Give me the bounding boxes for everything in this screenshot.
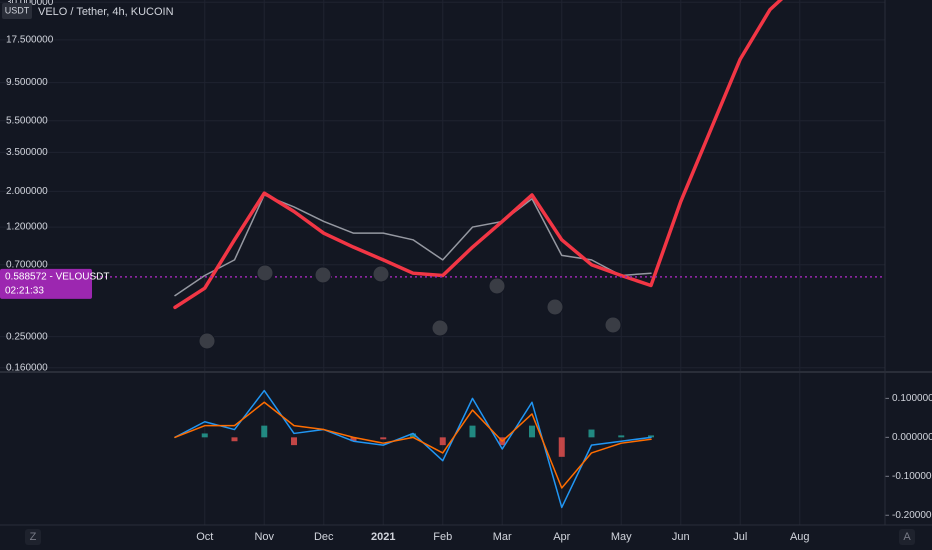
marker: [604, 316, 622, 334]
y-tick-label: 9.500000: [6, 77, 48, 88]
histogram-bar: [291, 437, 297, 446]
timezone-button-label[interactable]: Z: [30, 531, 37, 543]
x-tick-label: Feb: [433, 531, 452, 543]
x-tick-label: Oct: [196, 531, 213, 543]
series-line: [173, 0, 784, 310]
y-tick-label: 5.500000: [6, 115, 48, 126]
x-tick-label: Aug: [790, 531, 810, 543]
markers: [198, 264, 622, 350]
y-tick-label: 0.250000: [6, 331, 48, 342]
auto-scale-button[interactable]: [899, 529, 915, 545]
price-label: 0.588572 - VELOUSDT: [5, 271, 110, 282]
y-tick-label: 1.200000: [6, 222, 48, 233]
histogram-bar: [618, 435, 625, 438]
marks: [0, 0, 885, 509]
auto-scale-button-label[interactable]: A: [903, 531, 911, 543]
unit-badge: [2, 3, 32, 19]
x-tick-label: Jul: [733, 531, 747, 543]
histogram-bar: [558, 437, 565, 457]
marker: [431, 319, 449, 337]
chart-title: VELO / Tether, 4h, KUCOIN: [38, 6, 174, 18]
marker: [546, 298, 564, 316]
x-tick-label: Nov: [254, 531, 274, 543]
histogram-bar: [380, 437, 387, 440]
marker: [198, 332, 216, 350]
histogram-bar: [350, 437, 357, 442]
marker: [314, 266, 332, 284]
histogram-bar: [469, 425, 476, 438]
y-tick-label: 0.160000: [6, 362, 48, 373]
countdown-label: 02:21:33: [5, 285, 44, 296]
y-tick-label: -0.200000: [892, 510, 932, 521]
histogram-bar: [231, 437, 238, 442]
unit-label: USDT: [5, 5, 30, 15]
x-tick-label: 2021: [371, 531, 395, 543]
marker: [488, 277, 506, 295]
price-badge: [0, 268, 92, 299]
x-tick-label: Jun: [672, 531, 690, 543]
histogram-bar: [201, 433, 208, 438]
histogram-bar: [261, 425, 268, 438]
y-tick-label: 3.500000: [6, 147, 48, 158]
y-tick-label: 0.100000: [892, 393, 932, 404]
y-tick-label: -0.100000: [892, 471, 932, 482]
marker: [372, 265, 390, 283]
y-tick-label: 2.000000: [6, 186, 48, 197]
timezone-button[interactable]: [25, 529, 41, 545]
y-tick-label: 17.500000: [6, 35, 54, 46]
histogram-bar: [648, 435, 654, 438]
histogram-bar: [529, 425, 535, 438]
histogram-bar: [439, 437, 446, 446]
x-tick-label: May: [611, 531, 632, 543]
x-tick-label: Apr: [553, 531, 570, 543]
histogram-bar: [410, 433, 416, 438]
marker: [256, 264, 274, 282]
histogram-bar: [588, 429, 595, 438]
x-tick-label: Mar: [493, 531, 512, 543]
y-tick-label: 0.700000: [6, 259, 48, 270]
x-tick-label: Dec: [314, 531, 334, 543]
grid: [0, 0, 889, 525]
series-line: [174, 194, 652, 297]
series-line: [174, 401, 652, 489]
series-line: [174, 389, 652, 509]
y-tick-label: 0.000000: [892, 432, 932, 443]
